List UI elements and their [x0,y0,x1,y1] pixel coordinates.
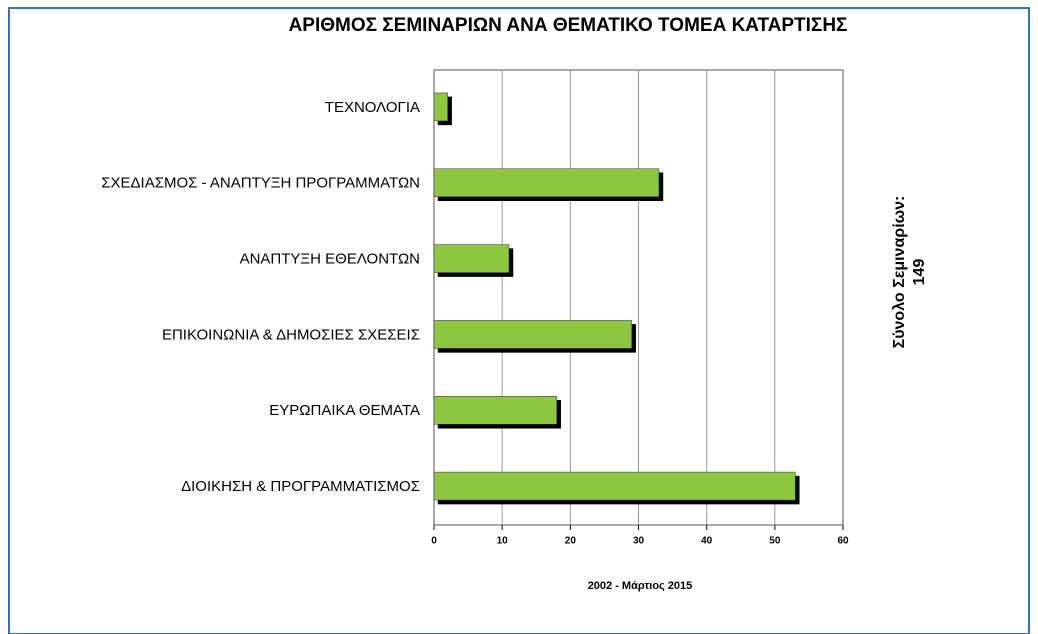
x-tick-label: 50 [769,536,781,547]
annotation: 149 [911,259,928,286]
y-tick-label: ΤΕΧΝΟΛΟΓΙΑ [325,99,420,116]
x-axis-label: 2002 - Μάρτιος 2015 [588,580,693,592]
y-tick-label: ΕΥΡΩΠΑΙΚΑ ΘΕΜΑΤΑ [269,402,420,419]
chart-title: ΑΡΙΘΜΟΣ ΣΕΜΙΝΑΡΙΩΝ ΑΝΑ ΘΕΜΑΤΙΚΟ ΤΟΜΕΑ ΚΑ… [289,15,848,36]
bar [433,396,557,425]
x-tick-label: 10 [497,536,509,547]
bar [433,168,660,197]
bar [433,92,448,122]
frame [8,7,1030,634]
annotation: Σύνολο Σεμιναρίων: [891,196,908,349]
bar [433,471,796,501]
y-tick-label: ΑΝΑΠΤΥΞΗ ΕΘΕΛΟΝΤΩΝ [240,251,420,268]
x-tick-label: 60 [837,536,849,547]
x-tick-label: 20 [565,536,577,547]
x-tick-label: 40 [701,536,713,547]
y-tick-label: ΣΧΕΔΙΑΣΜΟΣ - ΑΝΑΠΤΥΞΗ ΠΡΟΓΡΑΜΜΑΤΩΝ [101,175,420,192]
plot-border [433,69,844,526]
y-tick-label: ΔΙΟΙΚΗΣΗ & ΠΡΟΓΡΑΜΜΑΤΙΣΜΟΣ [181,478,420,495]
bar [433,244,510,273]
x-tick-label: 30 [633,536,645,547]
x-tick-label: 0 [431,536,437,547]
annotation-group: Σύνολο Σεμιναρίων: 149 [891,196,928,349]
y-tick-label: ΕΠΙΚΟΙΝΩΝΙΑ & ΔΗΜΟΣΙΕΣ ΣΧΕΣΕΙΣ [162,326,420,343]
bar [433,320,632,349]
